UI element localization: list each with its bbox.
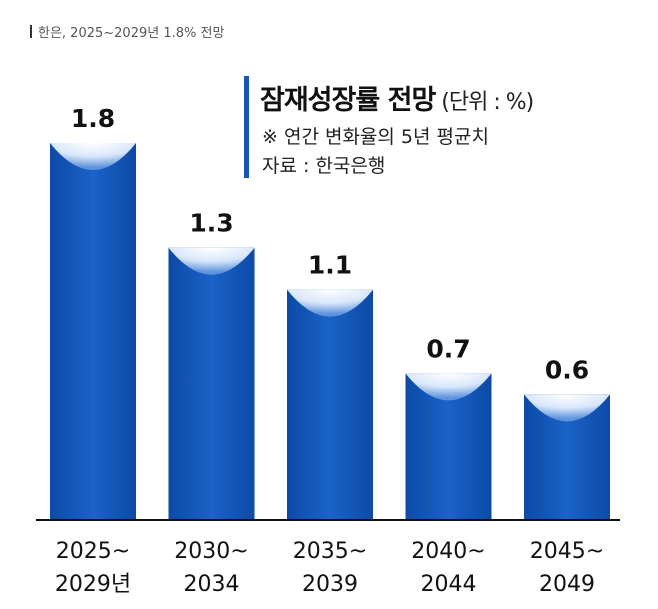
- bar-1: [50, 143, 136, 520]
- category-label-1-line-1: 2025~: [56, 539, 130, 564]
- bar-highlight: [168, 247, 255, 275]
- category-label-4-line-2: 2044: [421, 572, 477, 597]
- bar-highlight: [405, 373, 492, 401]
- bar-3: [287, 289, 373, 520]
- title-accent-bar: [244, 76, 249, 178]
- caption-marker: [30, 25, 32, 38]
- category-label-2-line-2: 2034: [184, 572, 240, 597]
- chart-title-text: 잠재성장률 전망: [260, 85, 436, 116]
- bar-highlight: [524, 394, 610, 422]
- bar-body: [50, 143, 136, 520]
- chart-note: ※ 연간 변화율의 5년 평균치: [262, 126, 489, 148]
- bar-4: [405, 373, 492, 520]
- labels-group: 1.8 2025~ 2029년 1.3 2030~ 2034 1.1 2035~ 2039 0.7…: [55, 104, 604, 597]
- value-label-1: 1.8: [71, 104, 115, 133]
- category-label-5-line-1: 2045~: [530, 539, 604, 564]
- bar-5: [524, 394, 610, 520]
- bar-body: [168, 247, 255, 520]
- bar-2: [168, 247, 255, 520]
- value-label-5: 0.6: [545, 355, 589, 384]
- category-label-2-line-1: 2030~: [174, 539, 248, 564]
- chart-source: 자료 : 한국은행: [262, 155, 386, 177]
- category-label-5-line-2: 2049: [539, 572, 595, 597]
- value-label-2: 1.3: [189, 209, 233, 238]
- chart-title: 잠재성장률 전망 (단위 : %): [260, 78, 534, 117]
- bar-body: [287, 289, 373, 520]
- category-label-4-line-1: 2040~: [411, 539, 485, 564]
- bar-highlight: [287, 289, 373, 317]
- bars-group: [50, 143, 610, 520]
- value-label-3: 1.1: [308, 251, 352, 280]
- category-label-3-line-1: 2035~: [293, 539, 367, 564]
- category-label-1-line-2: 2029년: [55, 572, 131, 597]
- chart-unit: (단위 : %): [441, 90, 534, 115]
- bar-highlight: [50, 143, 136, 170]
- category-label-3-line-2: 2039: [302, 572, 358, 597]
- value-label-4: 0.7: [426, 334, 470, 363]
- image-caption: 한은, 2025~2029년 1.8% 전망: [38, 26, 225, 41]
